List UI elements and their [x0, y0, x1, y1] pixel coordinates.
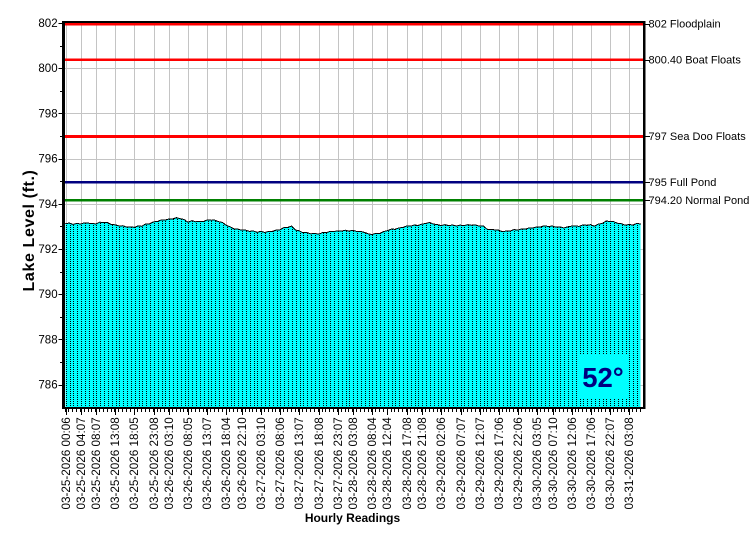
svg-text:03-26-2026 03:10: 03-26-2026 03:10 — [163, 417, 176, 510]
svg-text:03-27-2026 13:07: 03-27-2026 13:07 — [293, 417, 306, 509]
svg-text:03-30-2026 22:07: 03-30-2026 22:07 — [604, 417, 617, 509]
svg-text:03-28-2026 21:08: 03-28-2026 21:08 — [416, 417, 429, 509]
svg-text:03-26-2026 22:10: 03-26-2026 22:10 — [236, 417, 249, 510]
svg-text:796: 796 — [38, 154, 57, 166]
svg-text:03-28-2026 08:04: 03-28-2026 08:04 — [366, 417, 379, 510]
svg-text:794: 794 — [38, 199, 58, 211]
svg-text:Lake Level (ft.): Lake Level (ft.) — [21, 170, 38, 292]
svg-text:Hourly Readings: Hourly Readings — [305, 511, 401, 525]
svg-text:03-27-2026 18:08: 03-27-2026 18:08 — [313, 417, 326, 509]
svg-text:03-27-2026 23:07: 03-27-2026 23:07 — [332, 417, 345, 509]
svg-text:03-30-2026 07:10: 03-30-2026 07:10 — [547, 417, 560, 510]
svg-text:03-25-2026 00:06: 03-25-2026 00:06 — [60, 417, 73, 509]
svg-text:03-29-2026 07:07: 03-29-2026 07:07 — [455, 417, 468, 509]
svg-text:03-30-2026 03:05: 03-30-2026 03:05 — [531, 417, 544, 510]
svg-text:790: 790 — [38, 289, 57, 301]
svg-text:03-25-2026 04:07: 03-25-2026 04:07 — [75, 417, 88, 509]
svg-text:788: 788 — [38, 334, 57, 346]
svg-text:52°: 52° — [582, 362, 624, 393]
svg-text:03-26-2026 08:05: 03-26-2026 08:05 — [182, 417, 195, 510]
svg-text:03-30-2026 17:06: 03-30-2026 17:06 — [585, 417, 598, 509]
svg-text:800: 800 — [38, 63, 57, 75]
svg-text:03-27-2026 03:10: 03-27-2026 03:10 — [255, 417, 268, 510]
svg-text:03-28-2026 12:04: 03-28-2026 12:04 — [381, 417, 394, 510]
svg-text:03-29-2026 12:07: 03-29-2026 12:07 — [474, 417, 487, 509]
svg-text:03-29-2026 17:06: 03-29-2026 17:06 — [493, 417, 506, 509]
svg-text:800.40 Boat Floats: 800.40 Boat Floats — [649, 55, 742, 67]
svg-text:03-29-2026 22:06: 03-29-2026 22:06 — [512, 417, 525, 509]
svg-text:798: 798 — [38, 108, 57, 120]
svg-text:03-26-2026 13:07: 03-26-2026 13:07 — [201, 417, 214, 509]
svg-text:786: 786 — [38, 380, 57, 392]
svg-text:795 Full Pond: 795 Full Pond — [649, 177, 717, 189]
svg-text:03-28-2026 17:08: 03-28-2026 17:08 — [401, 417, 414, 509]
svg-text:03-27-2026 08:06: 03-27-2026 08:06 — [274, 417, 287, 509]
svg-text:794.20 Normal Pond: 794.20 Normal Pond — [649, 195, 750, 207]
svg-text:03-31-2026 03:08: 03-31-2026 03:08 — [623, 417, 636, 509]
svg-text:03-29-2026 02:06: 03-29-2026 02:06 — [435, 417, 448, 509]
svg-text:802 Floodplain: 802 Floodplain — [649, 19, 721, 31]
svg-text:03-25-2026 18:05: 03-25-2026 18:05 — [128, 417, 141, 510]
svg-text:03-26-2026 18:04: 03-26-2026 18:04 — [220, 417, 233, 510]
svg-text:792: 792 — [38, 244, 57, 256]
svg-text:802: 802 — [38, 18, 57, 30]
svg-text:03-25-2026 13:08: 03-25-2026 13:08 — [109, 417, 122, 509]
svg-text:797 Sea Doo Floats: 797 Sea Doo Floats — [649, 131, 747, 143]
svg-text:03-25-2026 23:08: 03-25-2026 23:08 — [148, 417, 161, 509]
svg-text:03-30-2026 12:06: 03-30-2026 12:06 — [566, 417, 579, 509]
svg-text:03-28-2026 03:08: 03-28-2026 03:08 — [347, 417, 360, 509]
svg-text:03-25-2026 08:07: 03-25-2026 08:07 — [90, 417, 103, 509]
